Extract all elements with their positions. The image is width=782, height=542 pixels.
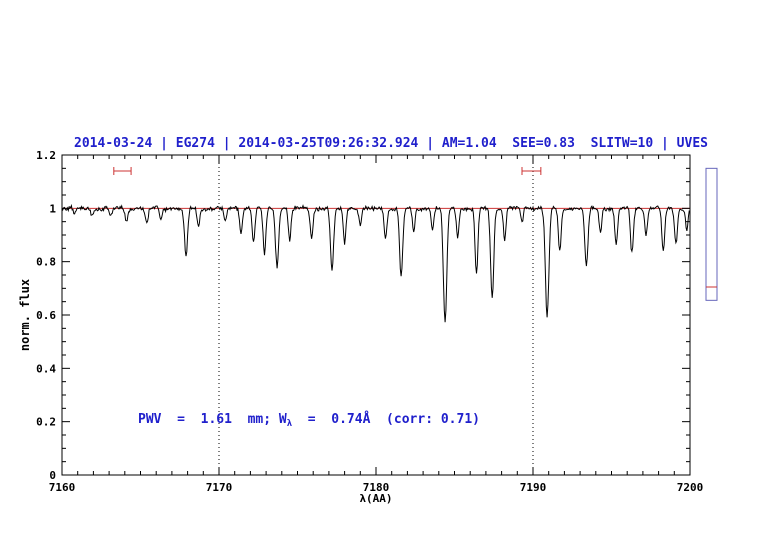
range-marker <box>521 167 542 175</box>
x-tick-label: 7170 <box>206 481 233 494</box>
range-marker <box>113 167 132 175</box>
x-tick-label: 7180 <box>363 481 390 494</box>
y-tick-label: 1.2 <box>36 149 56 162</box>
y-tick-label: 0.4 <box>36 362 56 375</box>
dotted-vlines <box>218 155 534 475</box>
y-tick-label: 0 <box>49 469 56 482</box>
x-tick-label: 7160 <box>49 481 76 494</box>
axis-ticks <box>61 154 691 476</box>
side-panel <box>705 167 718 301</box>
x-axis-label: λ(AA) <box>359 492 393 505</box>
x-tick-label: 7190 <box>520 481 547 494</box>
y-axis-label: norm. flux <box>18 278 32 352</box>
pwv-annotation-suffix: = 0.74Å (corr: 0.71) <box>292 412 480 427</box>
spectrum-path <box>61 203 691 323</box>
x-tick-label: 7200 <box>677 481 704 494</box>
y-tick-label: 0.6 <box>36 309 56 322</box>
x-tick-labels: 7160 7170 7180 7190 7200 <box>49 481 704 494</box>
y-tick-label: 0.8 <box>36 256 56 269</box>
y-tick-labels: 0 0.2 0.4 0.6 0.8 1 1.2 <box>36 149 56 482</box>
spectrum-line <box>61 203 691 323</box>
pwv-annotation-prefix: PWV = 1.61 mm; W <box>138 412 287 427</box>
plot-title: 2014-03-24 | EG274 | 2014-03-25T09:26:32… <box>74 136 708 151</box>
pwv-annotation: PWV = 1.61 mm; Wλ = 0.74Å (corr: 0.71) <box>138 412 480 429</box>
pwv-annotation-subscript: λ <box>286 419 293 429</box>
y-tick-label: 1 <box>49 202 56 215</box>
red-range-markers <box>113 167 542 175</box>
side-panel-box <box>705 167 718 301</box>
y-tick-label: 0.2 <box>36 416 56 429</box>
